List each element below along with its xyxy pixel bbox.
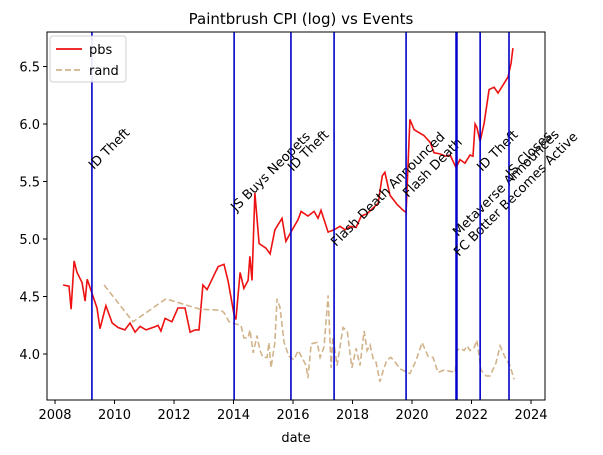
y-tick-label: 4.0 [19, 348, 40, 363]
y-tick-label: 4.5 [19, 291, 40, 306]
legend-label: pbs [89, 43, 113, 58]
chart-title: Paintbrush CPI (log) vs Events [189, 10, 414, 28]
data-line [103, 284, 515, 382]
legend: pbs rand [49, 35, 127, 83]
x-tick-label: 2020 [395, 408, 428, 423]
event-label: FC Botter Becomes Active [451, 130, 581, 260]
event-label: ID Theft [86, 126, 133, 173]
y-tick-label: 6.5 [19, 61, 40, 76]
x-tick-label: 2016 [276, 408, 309, 423]
x-tick-label: 2010 [98, 408, 131, 423]
event-label: JS Buys Neopets [228, 129, 314, 215]
x-tick-label: 2018 [336, 408, 369, 423]
y-tick-label: 5.0 [19, 233, 40, 248]
x-axis-label: date [281, 431, 310, 446]
x-tick-label: 2008 [38, 408, 71, 423]
legend-label: rand [89, 64, 119, 79]
event-label: Flash Death Announced [328, 130, 448, 250]
x-tick-label: 2014 [217, 408, 250, 423]
x-tick-label: 2022 [455, 408, 488, 423]
data-line [62, 48, 514, 334]
y-tick-label: 6.0 [19, 118, 40, 133]
x-tick-label: 2024 [514, 408, 547, 423]
x-tick-label: 2012 [157, 408, 190, 423]
plot-frame [46, 31, 546, 401]
y-tick-label: 5.5 [19, 176, 40, 191]
